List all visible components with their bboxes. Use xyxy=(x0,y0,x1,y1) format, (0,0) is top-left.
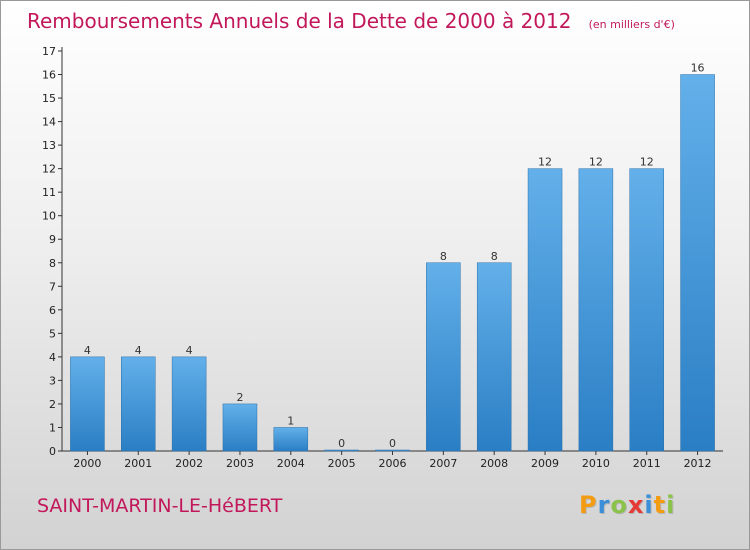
bar xyxy=(324,449,359,452)
y-tick-label: 3 xyxy=(49,374,56,387)
y-tick-label: 4 xyxy=(49,351,56,364)
bar-value-label: 4 xyxy=(135,344,142,357)
y-tick-label: 0 xyxy=(49,445,56,458)
bar xyxy=(629,168,664,452)
y-tick-label: 1 xyxy=(49,421,56,434)
bar xyxy=(426,262,461,452)
y-tick-label: 14 xyxy=(42,116,56,129)
y-tick-label: 12 xyxy=(42,163,56,176)
x-tick-label: 2007 xyxy=(429,457,457,470)
bar xyxy=(273,427,309,452)
y-tick-label: 7 xyxy=(49,280,56,293)
bar xyxy=(527,168,563,452)
y-tick-label: 2 xyxy=(49,398,56,411)
logo-letter: t xyxy=(653,491,667,519)
y-tick-label: 16 xyxy=(42,69,56,82)
x-tick-label: 2006 xyxy=(379,457,407,470)
bar-value-label: 16 xyxy=(691,62,705,75)
bar-value-label: 8 xyxy=(491,250,498,263)
logo-letter: r xyxy=(597,491,611,519)
x-tick-label: 2004 xyxy=(277,457,305,470)
logo-letter: x xyxy=(627,491,645,519)
x-tick-label: 2002 xyxy=(175,457,203,470)
bar xyxy=(222,403,258,452)
chart-title: Remboursements Annuels de la Dette de 20… xyxy=(27,9,675,33)
logo-letter: i xyxy=(666,491,676,519)
bar-value-label: 12 xyxy=(640,156,654,169)
bar-value-label: 4 xyxy=(84,344,91,357)
x-tick-label: 2011 xyxy=(633,457,661,470)
bar xyxy=(121,356,156,452)
x-tick-label: 2012 xyxy=(684,457,712,470)
x-tick-label: 2005 xyxy=(328,457,356,470)
x-tick-label: 2010 xyxy=(582,457,610,470)
bar-value-label: 8 xyxy=(440,250,447,263)
logo-letter: o xyxy=(610,491,628,519)
bar xyxy=(70,356,105,452)
y-tick-label: 13 xyxy=(42,139,56,152)
bar-value-label: 2 xyxy=(236,391,243,404)
y-tick-label: 15 xyxy=(42,92,56,105)
proxiti-logo[interactable]: Proxiti xyxy=(579,491,675,519)
x-tick-label: 2009 xyxy=(531,457,559,470)
x-tick-label: 2000 xyxy=(73,457,101,470)
bar-value-label: 12 xyxy=(538,156,552,169)
bar-value-label: 12 xyxy=(589,156,603,169)
x-tick-label: 2003 xyxy=(226,457,254,470)
y-tick-label: 11 xyxy=(42,186,56,199)
y-tick-label: 5 xyxy=(49,327,56,340)
y-tick-label: 8 xyxy=(49,257,56,270)
unit-note: (en milliers d'€) xyxy=(588,18,675,31)
bar xyxy=(476,262,512,452)
bar-value-label: 0 xyxy=(338,437,345,450)
title-text: Remboursements Annuels de la Dette de 20… xyxy=(27,9,572,33)
logo-letter: i xyxy=(644,491,654,519)
bar xyxy=(578,168,614,452)
x-tick-label: 2001 xyxy=(124,457,152,470)
commune-name: SAINT-MARTIN-LE-HéBERT xyxy=(37,495,283,517)
chart-bars xyxy=(70,74,715,452)
x-tick-label: 2008 xyxy=(480,457,508,470)
bar xyxy=(375,449,410,452)
y-tick-label: 17 xyxy=(42,45,56,58)
logo-letter: P xyxy=(579,491,598,519)
y-tick-label: 10 xyxy=(42,210,56,223)
bar-value-label: 4 xyxy=(186,344,193,357)
bar-value-label: 0 xyxy=(389,437,396,450)
bar-value-label: 1 xyxy=(287,414,294,427)
chart-labels: 2000 4 2001 4 2002 4 2003 2 2004 1 2005 0 2006 0 2007 8… xyxy=(73,62,711,470)
bar xyxy=(171,356,207,452)
bar xyxy=(680,74,715,452)
y-tick-label: 6 xyxy=(49,304,56,317)
y-tick-label: 9 xyxy=(49,233,56,246)
